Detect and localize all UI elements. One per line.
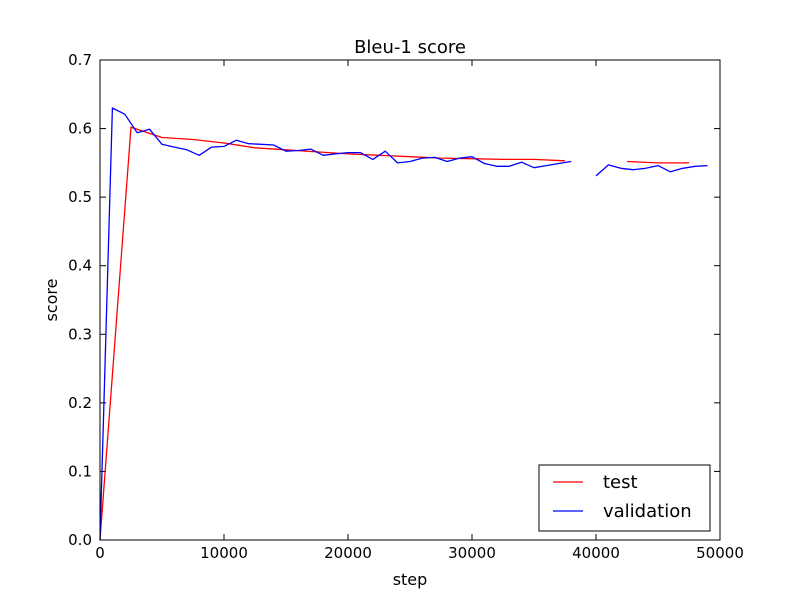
y-tick-label: 0.7 [68,51,92,69]
y-tick-label: 0.3 [68,325,92,343]
chart-title: Bleu-1 score [354,37,466,58]
y-tick-label: 0.5 [68,188,92,206]
x-axis-label: step [393,570,428,589]
series-line-validation [595,164,708,177]
legend-label-test: test [603,472,638,493]
y-tick-label: 0.6 [68,120,92,138]
y-axis: 0.0 0.1 0.2 0.3 0.4 0.5 0.6 0.7 [68,51,720,549]
legend-box [538,464,711,532]
x-tick-label: 40000 [572,544,620,562]
y-tick-label: 0.0 [68,531,92,549]
x-axis: 0 10000 20000 30000 40000 50000 [95,60,744,562]
series-lines [99,107,708,541]
legend-label-validation: validation [603,501,692,522]
y-tick-label: 0.4 [68,257,92,275]
plot-area [100,60,720,540]
x-tick-label: 20000 [324,544,372,562]
series-line-validation [99,107,572,541]
y-tick-label: 0.2 [68,394,92,412]
x-tick-label: 50000 [696,544,744,562]
x-tick-label: 10000 [200,544,248,562]
series-line-test [99,126,566,541]
legend: test validation [538,464,711,532]
x-tick-label: 0 [95,544,105,562]
plot-frame [99,59,721,541]
y-tick-label: 0.1 [68,462,92,480]
x-tick-label: 30000 [448,544,496,562]
y-axis-label: score [42,279,61,322]
series-line-test [626,160,689,164]
